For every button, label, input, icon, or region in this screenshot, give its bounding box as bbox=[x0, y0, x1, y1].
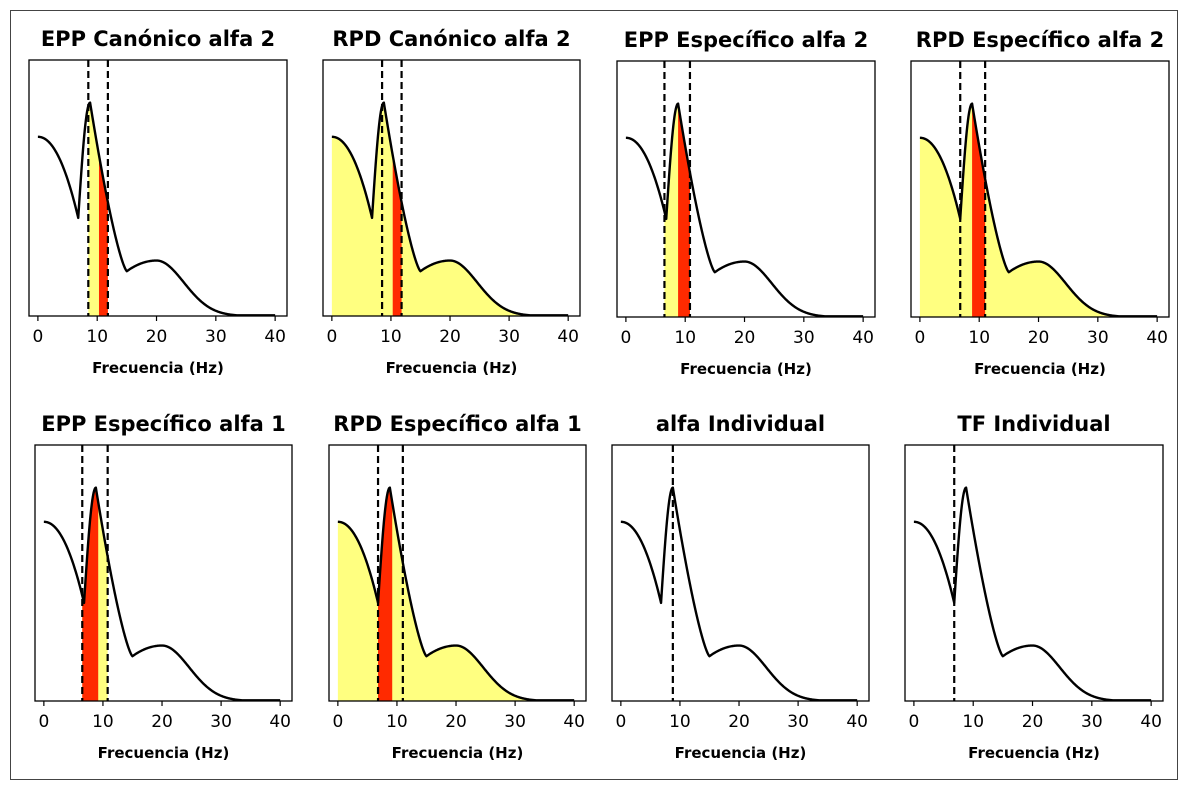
yellow-band bbox=[331, 102, 569, 316]
x-tick-label: 40 bbox=[852, 328, 874, 348]
x-tick-label: 0 bbox=[332, 712, 343, 732]
axes-frame bbox=[904, 444, 1164, 702]
x-tick-label: 10 bbox=[962, 712, 984, 732]
x-tick-label: 0 bbox=[620, 328, 631, 348]
x-tick-label: 40 bbox=[557, 327, 579, 347]
panel-8: 0 10 20 30 40 TF Individual Frecuencia (Hz) bbox=[904, 412, 1164, 762]
x-tick-label: 0 bbox=[326, 327, 337, 347]
x-tick-label: 30 bbox=[205, 327, 227, 347]
plot-area bbox=[37, 60, 276, 316]
x-tick-label: 0 bbox=[615, 712, 626, 732]
x-axis-label: Frecuencia (Hz) bbox=[92, 359, 224, 377]
axes-frame bbox=[322, 59, 581, 317]
figure-frame: 0 10 20 30 40 EPP Canónico alfa 2 Frecuencia (… bbox=[10, 10, 1178, 780]
x-axis-label: Frecuencia (Hz) bbox=[680, 360, 812, 378]
panel-title: RPD Canónico alfa 2 bbox=[332, 27, 570, 51]
x-tick-label: 10 bbox=[669, 712, 691, 732]
plot-area bbox=[625, 61, 864, 317]
panel-title: EPP Canónico alfa 2 bbox=[41, 27, 275, 51]
axes-frame bbox=[616, 60, 876, 318]
x-tick-label: 20 bbox=[445, 712, 467, 732]
x-tick-label: 0 bbox=[38, 712, 49, 732]
x-axis-label: Frecuencia (Hz) bbox=[968, 744, 1100, 762]
red-band bbox=[972, 103, 986, 317]
axes-frame bbox=[28, 59, 288, 317]
figure-canvas: 0 10 20 30 40 EPP Canónico alfa 2 Frecuencia (… bbox=[28, 27, 1170, 762]
panel-title: TF Individual bbox=[957, 412, 1110, 436]
axes-frame bbox=[34, 444, 293, 702]
panel-title: RPD Específico alfa 2 bbox=[916, 28, 1164, 52]
x-tick-label: 30 bbox=[1087, 328, 1109, 348]
axes-frame bbox=[910, 60, 1170, 318]
red-band bbox=[82, 487, 99, 701]
x-tick-label: 30 bbox=[210, 712, 232, 732]
panel-title: alfa Individual bbox=[656, 412, 825, 436]
x-axis-label: Frecuencia (Hz) bbox=[386, 359, 518, 377]
x-axis-label: Frecuencia (Hz) bbox=[98, 744, 230, 762]
panel-5: 0 10 20 30 40 EPP Específico alfa 1 Frecuencia… bbox=[34, 412, 293, 762]
panel-2: 0 10 20 30 40 RPD Canónico alfa 2 Frecuencia (… bbox=[322, 27, 581, 377]
x-tick-label: 0 bbox=[32, 327, 43, 347]
spectrum-line bbox=[620, 486, 858, 701]
x-tick-label: 40 bbox=[269, 712, 291, 732]
x-tick-label: 10 bbox=[386, 712, 408, 732]
x-tick-label: 0 bbox=[914, 328, 925, 348]
plot-area bbox=[620, 445, 858, 701]
x-axis-label: Frecuencia (Hz) bbox=[675, 744, 807, 762]
x-tick-label: 10 bbox=[380, 327, 402, 347]
x-tick-label: 30 bbox=[504, 712, 526, 732]
x-tick-label: 20 bbox=[151, 712, 173, 732]
plot-area bbox=[43, 445, 281, 701]
x-tick-label: 30 bbox=[498, 327, 520, 347]
x-tick-label: 10 bbox=[92, 712, 114, 732]
plot-area bbox=[331, 60, 569, 316]
x-tick-label: 20 bbox=[1022, 712, 1044, 732]
axes-frame bbox=[611, 444, 870, 702]
x-tick-label: 20 bbox=[439, 327, 461, 347]
red-band bbox=[378, 487, 393, 701]
x-tick-label: 30 bbox=[787, 712, 809, 732]
spectrum-line bbox=[913, 486, 1152, 701]
panel-1: 0 10 20 30 40 EPP Canónico alfa 2 Frecuencia (… bbox=[28, 27, 288, 377]
yellow-band bbox=[337, 487, 575, 701]
spectrum-line bbox=[43, 486, 281, 701]
x-tick-label: 40 bbox=[563, 712, 585, 732]
x-tick-label: 40 bbox=[1140, 712, 1162, 732]
panel-title: EPP Específico alfa 2 bbox=[624, 28, 869, 52]
x-tick-label: 20 bbox=[146, 327, 168, 347]
x-tick-label: 40 bbox=[264, 327, 286, 347]
spectrum-line bbox=[625, 102, 864, 317]
x-tick-label: 10 bbox=[674, 328, 696, 348]
panel-4: 0 10 20 30 40 RPD Específico alfa 2 Frecuencia… bbox=[910, 28, 1170, 378]
x-axis-label: Frecuencia (Hz) bbox=[974, 360, 1106, 378]
x-tick-label: 0 bbox=[908, 712, 919, 732]
x-tick-label: 20 bbox=[734, 328, 756, 348]
panel-3: 0 10 20 30 40 EPP Específico alfa 2 Frecuencia… bbox=[616, 28, 876, 378]
x-tick-label: 20 bbox=[1028, 328, 1050, 348]
x-tick-label: 40 bbox=[1146, 328, 1168, 348]
spectrum-line bbox=[37, 101, 276, 316]
plot-area bbox=[337, 445, 575, 701]
x-tick-label: 10 bbox=[86, 327, 108, 347]
spectrum-line bbox=[331, 101, 569, 316]
x-tick-label: 10 bbox=[968, 328, 990, 348]
panel-6: 0 10 20 30 40 RPD Específico alfa 1 Frecuencia… bbox=[328, 412, 587, 762]
x-tick-label: 30 bbox=[1081, 712, 1103, 732]
plot-area bbox=[913, 445, 1152, 701]
x-tick-label: 30 bbox=[793, 328, 815, 348]
plot-area bbox=[919, 61, 1158, 317]
panel-title: RPD Específico alfa 1 bbox=[333, 412, 581, 436]
panel-title: EPP Específico alfa 1 bbox=[41, 412, 286, 436]
x-axis-label: Frecuencia (Hz) bbox=[392, 744, 524, 762]
yellow-band bbox=[919, 103, 1158, 317]
x-tick-label: 20 bbox=[728, 712, 750, 732]
panel-7: 0 10 20 30 40 alfa Individual Frecuencia (Hz) bbox=[611, 412, 870, 762]
x-tick-label: 40 bbox=[846, 712, 868, 732]
axes-frame bbox=[328, 444, 587, 702]
